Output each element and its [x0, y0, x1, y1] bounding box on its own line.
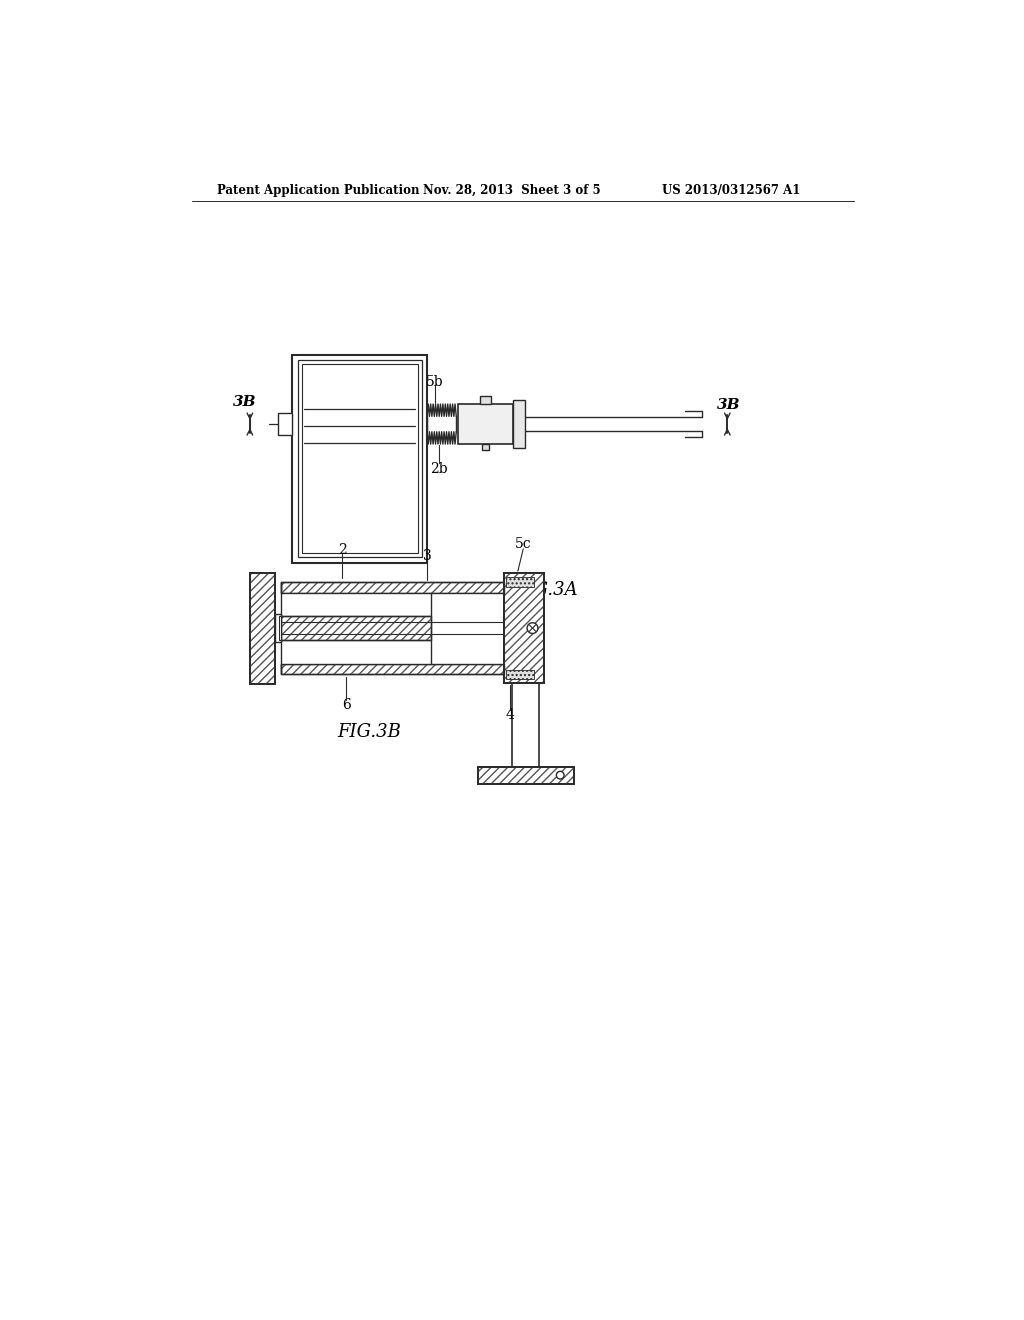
- Text: 2: 2: [338, 543, 347, 557]
- Bar: [250, 573, 274, 684]
- Bar: [281, 664, 504, 675]
- Bar: [281, 593, 504, 664]
- Bar: [506, 669, 535, 678]
- Bar: [281, 664, 504, 675]
- Bar: [281, 615, 431, 640]
- Text: 5b: 5b: [426, 375, 443, 388]
- Text: 3B: 3B: [717, 397, 740, 412]
- Bar: [506, 577, 535, 586]
- Bar: [292, 355, 427, 562]
- Bar: [280, 615, 281, 640]
- Bar: [250, 573, 274, 684]
- Bar: [281, 582, 504, 593]
- Text: 5c: 5c: [515, 537, 531, 552]
- Circle shape: [556, 771, 564, 779]
- Bar: [279, 413, 292, 434]
- Text: FIG.3A: FIG.3A: [514, 581, 579, 598]
- Circle shape: [527, 623, 538, 634]
- Bar: [301, 364, 418, 553]
- Text: FIG.3B: FIG.3B: [337, 723, 401, 741]
- Text: US 2013/0312567 A1: US 2013/0312567 A1: [662, 185, 800, 197]
- Text: 3: 3: [423, 549, 431, 562]
- Text: Patent Application Publication: Patent Application Publication: [217, 185, 419, 197]
- Text: 6: 6: [342, 698, 350, 711]
- Bar: [281, 582, 504, 593]
- Bar: [513, 400, 524, 447]
- Text: 4: 4: [506, 708, 515, 722]
- Bar: [480, 396, 490, 404]
- Bar: [481, 444, 489, 450]
- Bar: [478, 767, 574, 784]
- Text: 2b: 2b: [430, 462, 447, 475]
- Text: 3B: 3B: [232, 396, 256, 409]
- Bar: [478, 767, 574, 784]
- Bar: [504, 573, 544, 682]
- Bar: [298, 360, 422, 557]
- Text: Nov. 28, 2013  Sheet 3 of 5: Nov. 28, 2013 Sheet 3 of 5: [423, 185, 601, 197]
- Bar: [274, 614, 281, 642]
- Bar: [281, 615, 431, 640]
- Bar: [504, 573, 544, 682]
- Bar: [458, 404, 513, 444]
